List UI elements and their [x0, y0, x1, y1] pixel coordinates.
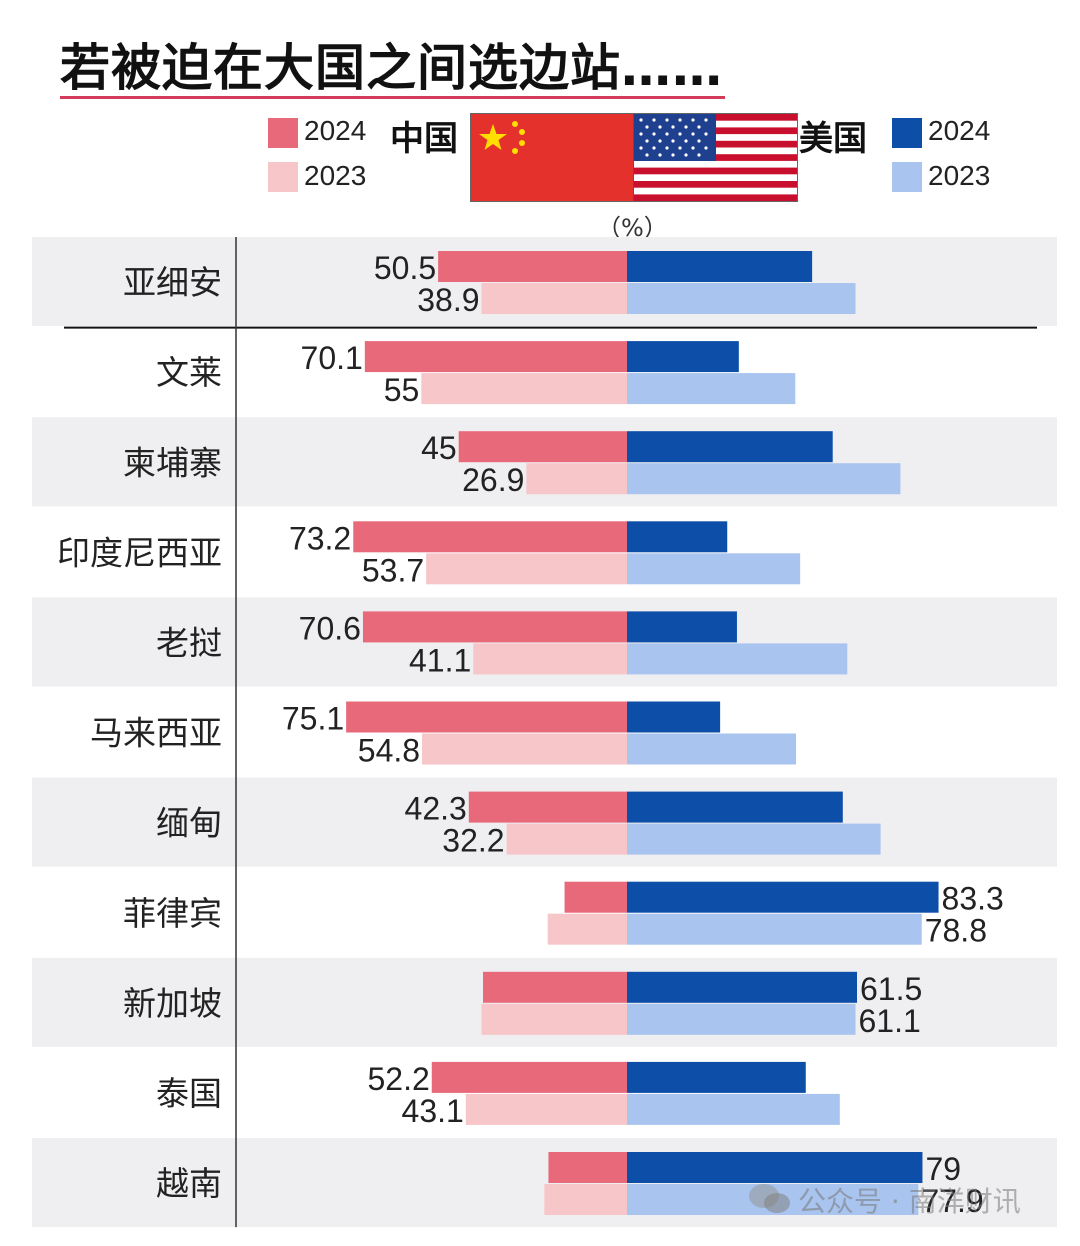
- bar: [468, 791, 627, 823]
- data-label: 61.1: [859, 1003, 921, 1039]
- data-label: 79: [925, 1151, 961, 1187]
- category-label: 亚细安: [123, 263, 222, 302]
- data-label: 53.7: [362, 552, 424, 588]
- bar: [346, 701, 627, 733]
- bar: [481, 283, 627, 314]
- wechat-icon: [749, 1184, 790, 1213]
- bar: [421, 373, 627, 405]
- legend-swatch-china-2024: [268, 118, 298, 148]
- bar: [547, 913, 627, 945]
- legend-swatch-china-2023: [268, 162, 298, 192]
- bar: [627, 611, 737, 643]
- category-label: 泰国: [156, 1074, 222, 1113]
- bar: [473, 643, 627, 675]
- bar: [627, 971, 858, 1003]
- category-label: 新加坡: [123, 984, 222, 1023]
- legend-label-usa-2024: 2024: [928, 115, 991, 146]
- bar: [627, 553, 801, 585]
- data-label: 54.8: [358, 733, 420, 769]
- data-label: 42.3: [405, 791, 467, 827]
- legend-china-label: 中国: [390, 119, 458, 159]
- legend-swatch-usa-2024: [892, 118, 922, 148]
- title-underline: [60, 96, 725, 99]
- bar: [627, 431, 833, 463]
- bar: [627, 251, 813, 282]
- flags-graphic: [471, 114, 797, 201]
- usa-flag-icon: [634, 114, 797, 201]
- category-label: 马来西亚: [90, 714, 222, 753]
- bar: [526, 463, 627, 495]
- bar: [627, 463, 901, 495]
- bar: [627, 521, 728, 553]
- bar: [627, 791, 843, 823]
- data-label: 75.1: [282, 701, 344, 737]
- data-label: 32.2: [442, 823, 504, 859]
- category-label: 柬埔寨: [123, 443, 222, 482]
- data-label: 50.5: [374, 250, 436, 286]
- data-label: 43.1: [402, 1093, 464, 1129]
- bar: [627, 913, 922, 945]
- data-label: 41.1: [409, 642, 471, 678]
- bar: [627, 283, 856, 314]
- data-label: 38.9: [417, 282, 479, 318]
- category-label: 越南: [156, 1164, 222, 1203]
- data-label: 73.2: [289, 520, 351, 556]
- data-label: 45: [421, 430, 457, 466]
- chart-title: 若被迫在大国之间选边站……: [60, 39, 723, 97]
- bar: [627, 701, 721, 733]
- bar: [481, 1003, 627, 1035]
- category-label: 印度尼西亚: [57, 533, 222, 572]
- bar: [353, 521, 627, 553]
- data-label: 70.6: [299, 610, 361, 646]
- bar: [627, 733, 797, 765]
- data-label: 70.1: [301, 340, 363, 376]
- bar: [627, 1061, 806, 1093]
- legend-label-china-2023: 2023: [304, 160, 367, 191]
- bar: [506, 823, 627, 855]
- bar: [362, 611, 627, 643]
- legend-usa-label: 美国: [799, 119, 867, 159]
- bar: [483, 971, 627, 1003]
- watermark-text: 公众号 · 南洋财讯: [798, 1185, 1021, 1218]
- bar: [627, 373, 796, 405]
- bar: [465, 1093, 627, 1125]
- data-label: 83.3: [942, 881, 1004, 917]
- bar: [426, 553, 627, 585]
- bar: [627, 643, 848, 675]
- bar: [438, 251, 627, 282]
- bar: [458, 431, 627, 463]
- china-flag-icon: [471, 114, 633, 201]
- bar: [544, 1184, 627, 1215]
- category-label: 文莱: [156, 353, 222, 392]
- bar: [431, 1061, 627, 1093]
- legend-label-china-2024: 2024: [304, 115, 367, 146]
- category-label: 缅甸: [156, 804, 222, 843]
- data-label: 26.9: [462, 462, 524, 498]
- bar: [627, 823, 881, 855]
- bar: [627, 881, 939, 913]
- bar: [627, 1003, 856, 1035]
- bar: [564, 881, 627, 913]
- bar: [548, 1152, 627, 1183]
- bar: [627, 1093, 840, 1125]
- flags-box: [470, 113, 798, 202]
- category-label: 老挝: [156, 623, 222, 662]
- bar: [422, 733, 627, 765]
- bar: [364, 341, 627, 373]
- data-label: 52.2: [367, 1061, 429, 1097]
- data-label: 61.5: [860, 971, 922, 1007]
- data-label: 77.9: [921, 1183, 983, 1219]
- legend-label-usa-2023: 2023: [928, 160, 991, 191]
- legend-swatch-usa-2023: [892, 162, 922, 192]
- bar: [627, 341, 739, 373]
- data-label: 55: [384, 372, 420, 408]
- bar: [627, 1152, 923, 1183]
- data-label: 78.8: [925, 913, 987, 949]
- category-label: 菲律宾: [123, 894, 222, 933]
